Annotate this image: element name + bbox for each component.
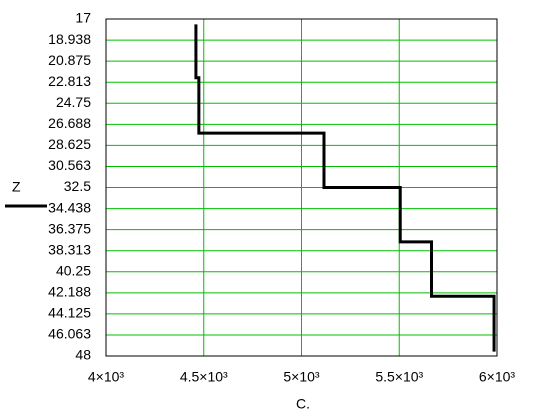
x-tick-label: 5.5×10³ [375, 369, 423, 385]
y-tick-label: 17 [75, 10, 91, 26]
x-tick-label: 5×10³ [283, 369, 320, 385]
x-tick-label: 6×10³ [479, 369, 516, 385]
y-tick-label: 32.5 [64, 178, 91, 194]
y-tick-label: 38.313 [48, 241, 91, 257]
y-tick-label: 46.063 [48, 326, 91, 342]
y-tick-label: 36.375 [48, 220, 91, 236]
y-tick-label: 24.75 [56, 94, 91, 110]
y-tick-label: 44.125 [48, 305, 91, 321]
x-tick-label: 4.5×10³ [180, 369, 228, 385]
x-axis-label: C. [296, 396, 310, 412]
y-tick-label: 42.188 [48, 284, 91, 300]
y-tick-label: 34.438 [48, 199, 91, 215]
x-tick-label: 4×10³ [88, 369, 125, 385]
plot-frame [105, 18, 498, 357]
y-tick-label: 18.938 [48, 31, 91, 47]
y-tick-label: 28.625 [48, 136, 91, 152]
y-tick-label: 26.688 [48, 115, 91, 131]
series-line [194, 24, 496, 352]
y-tick-label: 20.875 [48, 52, 91, 68]
y-tick-label: 40.25 [56, 262, 91, 278]
legend-label: Z [12, 179, 21, 195]
y-tick-label: 22.813 [48, 73, 91, 89]
y-tick-label: 30.563 [48, 157, 91, 173]
y-tick-label: 48 [75, 347, 91, 363]
